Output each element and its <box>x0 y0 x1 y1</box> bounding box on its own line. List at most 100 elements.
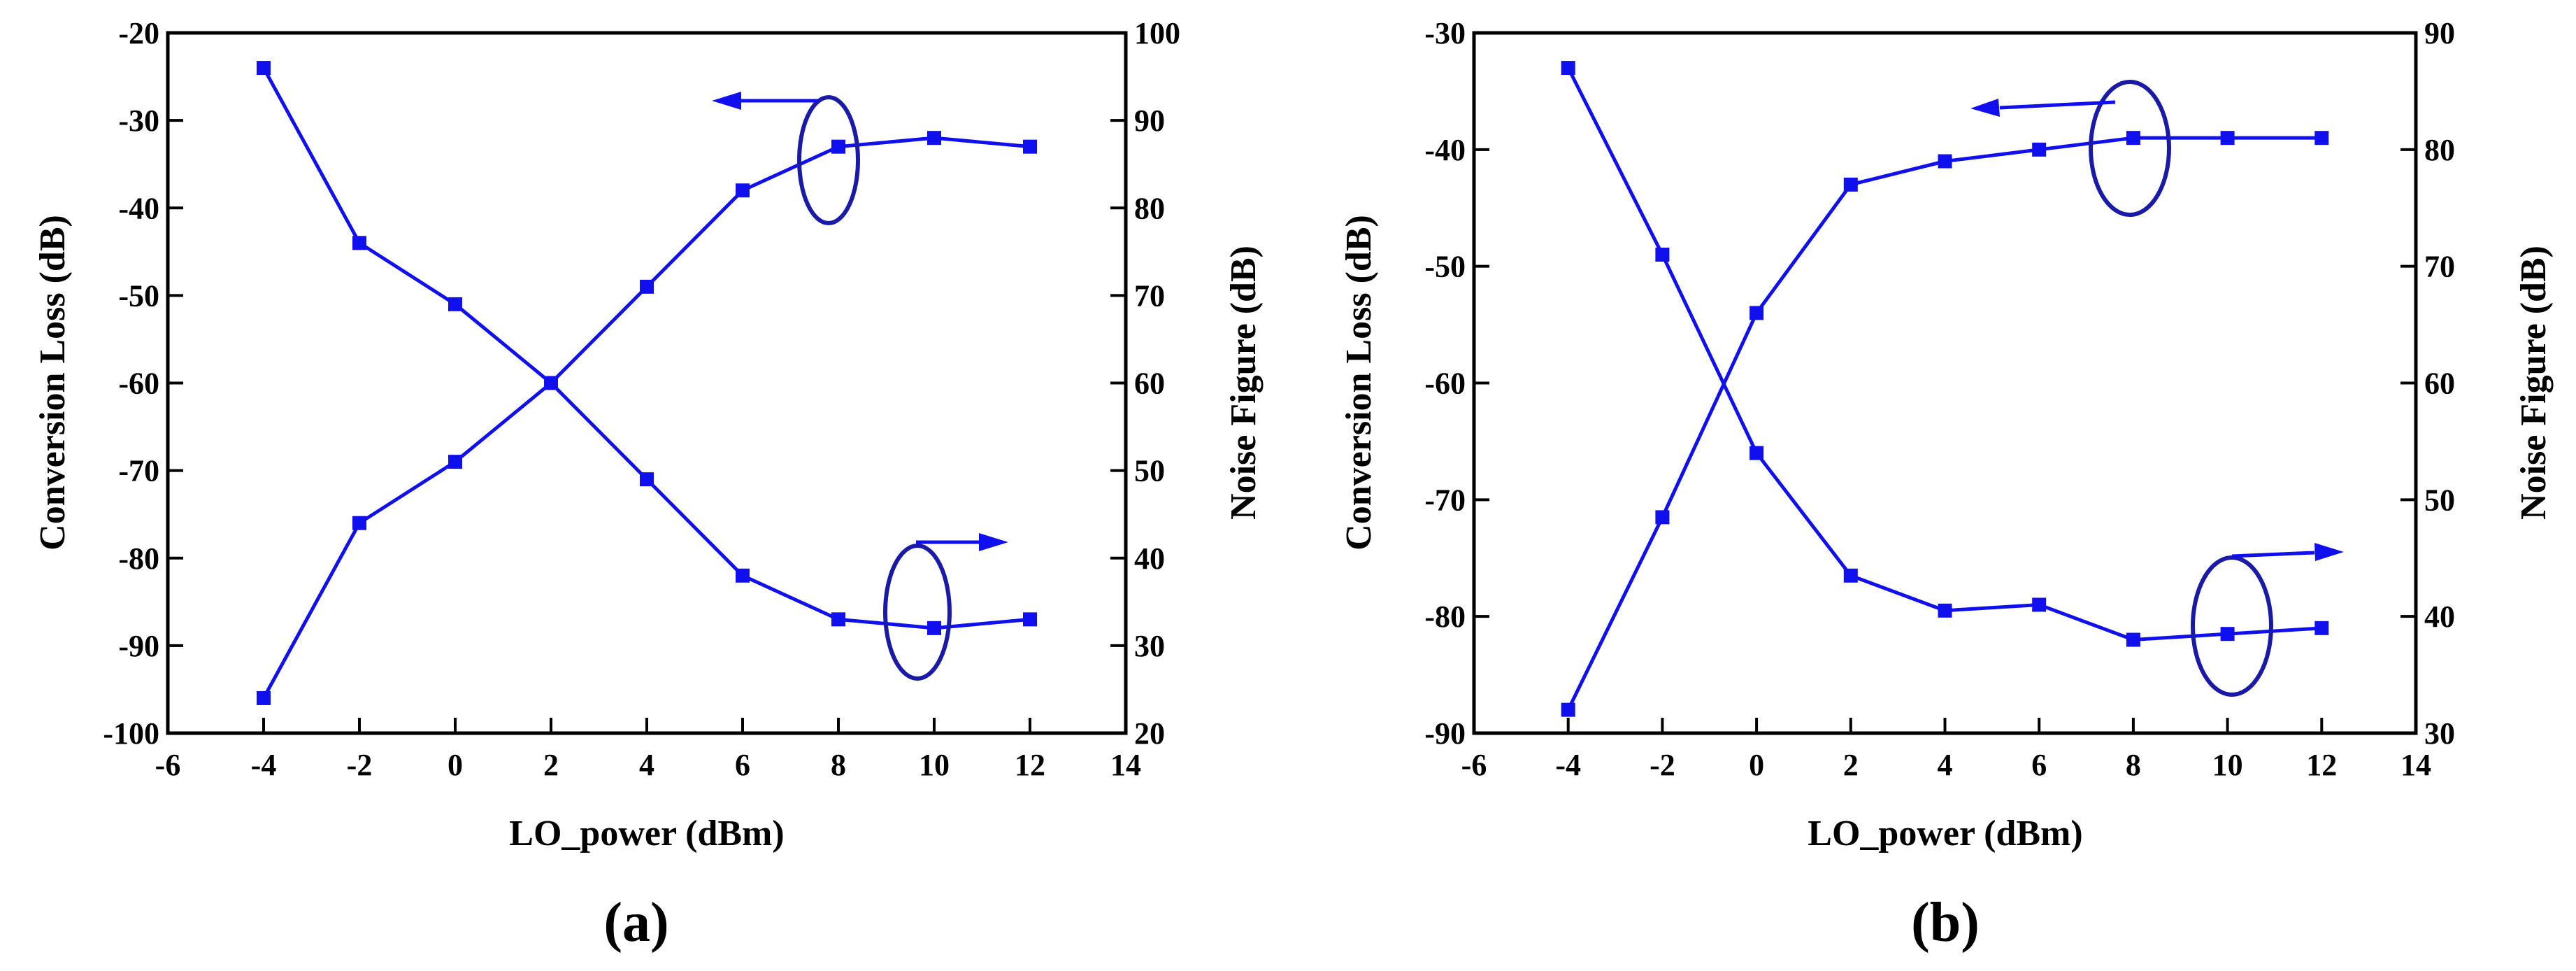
x-tick-label: 8 <box>2126 748 2141 782</box>
right-y-tick-label: 90 <box>2424 16 2455 50</box>
left-y-tick-label: -70 <box>1424 483 1466 517</box>
left-y-tick-label: -100 <box>103 716 159 751</box>
x-tick-label: -2 <box>347 748 373 782</box>
series-left-axis-point <box>736 183 750 198</box>
x-tick-label: 12 <box>2306 748 2337 782</box>
left-y-tick-label: -50 <box>1424 250 1466 284</box>
x-tick-label: -2 <box>1650 748 1675 782</box>
series-left-axis-point <box>1938 154 1952 169</box>
x-tick-label: -6 <box>1461 748 1487 782</box>
x-tick-label: -6 <box>155 748 181 782</box>
series-right-axis-point <box>1561 61 1575 76</box>
series-right-axis-point <box>544 376 558 390</box>
series-right-axis-point <box>448 297 462 311</box>
right-y-tick-label: 80 <box>2424 133 2455 167</box>
right-y-tick-label: 60 <box>2424 367 2455 401</box>
x-tick-label: 14 <box>2400 748 2431 782</box>
right-y-tick-label: 100 <box>1134 16 1180 50</box>
left-axis-ellipse <box>2089 80 2171 217</box>
series-left-axis-point <box>257 690 271 705</box>
right-y-tick-label: 30 <box>2424 716 2455 751</box>
left-y-tick-label: -70 <box>118 454 159 488</box>
series-left-axis-point <box>448 455 462 469</box>
left-y-tick-label: -80 <box>118 541 159 576</box>
right-axis-ellipse <box>883 544 952 681</box>
annotations <box>712 92 1008 681</box>
x-tick-label: 12 <box>1015 748 1045 782</box>
x-axis-title: LO_power (dBm) <box>509 814 784 853</box>
series-right-axis-point <box>831 612 845 627</box>
series-left-axis-point <box>927 131 941 146</box>
series-right-axis-point <box>640 472 654 487</box>
left-y-tick-label: -80 <box>1424 600 1466 634</box>
right-arrow-line <box>2231 551 2315 558</box>
x-tick-label: 0 <box>1749 748 1764 782</box>
right-y-tick-label: 30 <box>1134 629 1165 663</box>
series-left-axis-point <box>352 516 366 530</box>
right-y-tick-label: 40 <box>2424 600 2455 634</box>
right-arrow-head <box>2314 543 2344 561</box>
data-series <box>1561 61 2329 717</box>
series-right-axis-point <box>2220 627 2235 642</box>
left-y-tick-label: -90 <box>1424 716 1466 751</box>
series-right-axis-point <box>2032 597 2047 612</box>
series-right-axis-point <box>927 621 941 635</box>
right-y-tick-label: 90 <box>1134 104 1165 138</box>
left-y-tick-label: -90 <box>118 629 159 663</box>
left-axis-ellipse <box>797 95 860 225</box>
series-left-axis-line <box>262 136 1031 700</box>
series-right-axis-point <box>1655 247 1670 262</box>
right-y-tick-label: 70 <box>2424 250 2455 284</box>
right-y-tick-label: 50 <box>2424 483 2455 517</box>
series-left-axis-point <box>1023 139 1037 154</box>
annotations <box>1970 80 2344 697</box>
left-y-tick-label: -40 <box>1424 133 1466 167</box>
left-y-tick-label: -40 <box>118 191 159 225</box>
series-right-axis-point <box>1938 603 1952 618</box>
right-arrow-head <box>979 533 1008 551</box>
right-y-tick-label: 60 <box>1134 367 1165 401</box>
panel-b: -6 -4 -2 0 2 4 6 8 10 12 14 -90 -80 -70 -60 -50 -40 -30 30… <box>1339 16 2554 954</box>
plot-frame <box>166 31 1128 735</box>
right-y-tick-label: 50 <box>1134 454 1165 488</box>
x-tick-label: 2 <box>1843 748 1859 782</box>
right-axis-ellipse <box>2191 555 2273 697</box>
tick-labels: -6 -4 -2 0 2 4 6 8 10 12 14 -90 -80 -70 -60 -50 -40 -30 30… <box>1424 16 2455 782</box>
panel-label: (b) <box>1911 892 1980 954</box>
tick-marks <box>1473 31 2417 735</box>
series-left-axis-point <box>1561 702 1575 717</box>
right-y-axis-title: Noise Figure (dB) <box>2514 246 2554 520</box>
x-tick-label: 6 <box>735 748 750 782</box>
series-left-axis-point <box>831 139 845 154</box>
x-tick-label: 10 <box>2212 748 2243 782</box>
x-tick-label: 4 <box>639 748 654 782</box>
x-tick-label: 6 <box>2031 748 2047 782</box>
series-right-axis-point <box>736 568 750 583</box>
x-tick-label: -4 <box>251 748 277 782</box>
x-tick-label: 8 <box>831 748 846 782</box>
left-arrow-head <box>1970 99 2000 117</box>
left-y-tick-label: -60 <box>118 367 159 401</box>
right-y-tick-label: 70 <box>1134 278 1165 313</box>
tick-labels: -6 -4 -2 0 2 4 6 8 10 12 14-100-90-80-70-60-50-40-… <box>103 16 1180 782</box>
x-tick-label: 0 <box>448 748 463 782</box>
series-right-axis-point <box>1749 446 1764 460</box>
x-tick-label: -4 <box>1555 748 1581 782</box>
left-y-tick-label: -30 <box>1424 16 1466 50</box>
left-arrow-line <box>1999 100 2116 110</box>
series-right-axis-point <box>1023 612 1037 627</box>
series-right-axis-point <box>2126 632 2140 647</box>
series-right-axis-line <box>1566 66 2322 642</box>
panel-a: -6 -4 -2 0 2 4 6 8 10 12 14-100-90-80-70-60-50-40-… <box>33 16 1264 954</box>
left-y-axis-title: Conversion Loss (dB) <box>33 215 73 551</box>
right-y-tick-label: 80 <box>1134 191 1165 225</box>
right-y-axis-title: Noise Figure (dB) <box>1224 246 1264 520</box>
left-y-tick-label: -50 <box>118 278 159 313</box>
series-left-axis-point <box>2032 142 2047 157</box>
panel-label: (a) <box>603 892 668 954</box>
series-left-axis-point <box>1843 177 1858 192</box>
right-y-tick-label: 40 <box>1134 541 1165 576</box>
series-left-axis-point <box>2314 131 2329 146</box>
x-tick-label: 4 <box>1938 748 1953 782</box>
